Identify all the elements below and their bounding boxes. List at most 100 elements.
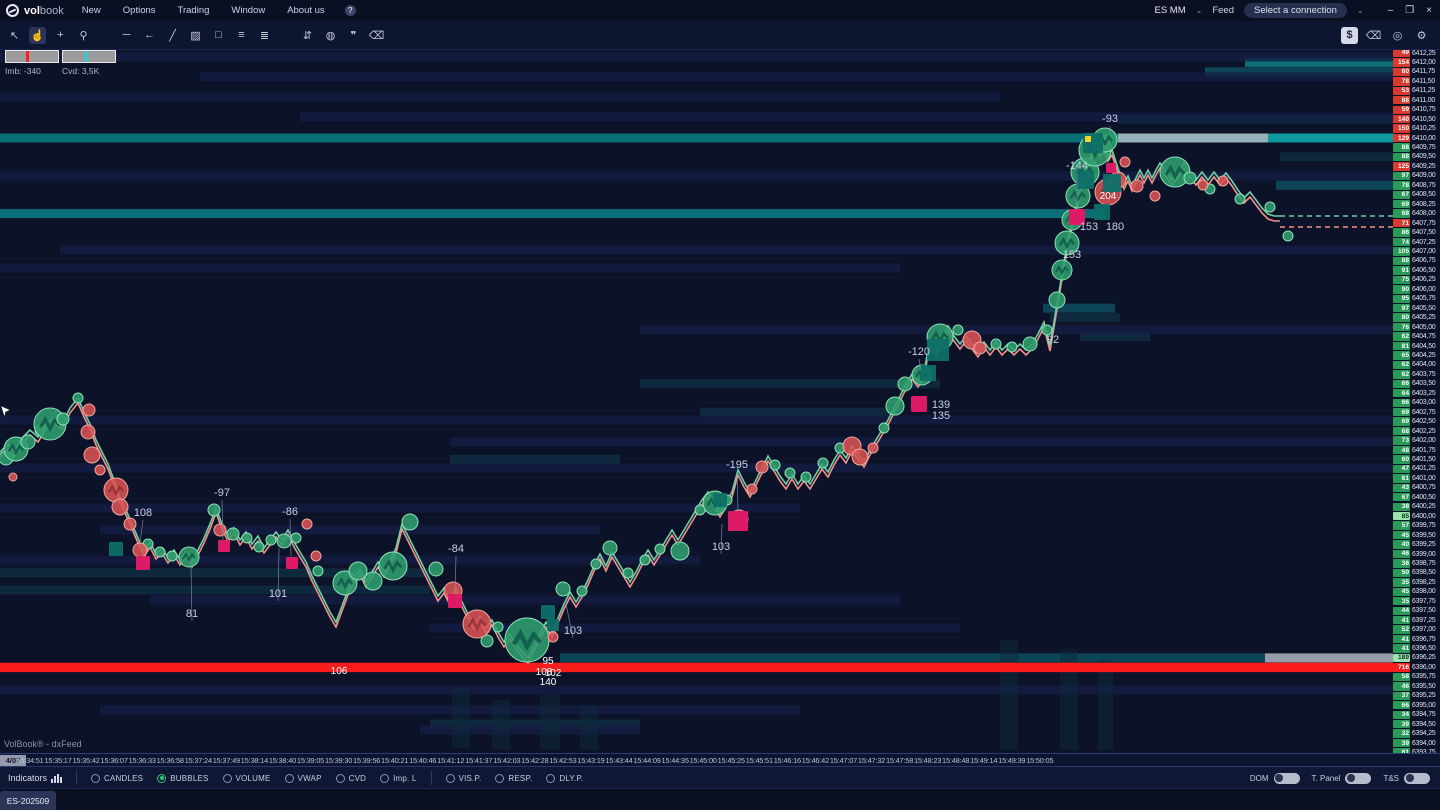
ladder-row-6403,50[interactable]: 66 6403,50 — [1393, 379, 1440, 389]
help-icon[interactable]: ? — [344, 5, 356, 16]
ladder-row-6403,75[interactable]: 62 6403,75 — [1393, 370, 1440, 379]
ladder-row-6404,25[interactable]: 65 6404,25 — [1393, 351, 1440, 360]
ladder-row-6396,75[interactable]: 41 6396,75 — [1393, 634, 1440, 644]
radio-imp-l[interactable]: Imp. L — [380, 773, 416, 783]
ladder-row-6405,25[interactable]: 80 6405,25 — [1393, 313, 1440, 322]
select-connection-button[interactable]: Select a connection — [1244, 3, 1347, 18]
ladder-row-6400,00[interactable]: 85 6400,00 — [1393, 511, 1440, 521]
ladder-row-6401,75[interactable]: 48 6401,75 — [1393, 445, 1440, 455]
ladder-row-6407,75[interactable]: 71 6407,75 — [1393, 218, 1440, 228]
connection-chevron-icon[interactable]: ⌄ — [1356, 6, 1364, 15]
ladder-row-6409,25[interactable]: 125 6409,25 — [1393, 162, 1440, 171]
droplet-tool-icon[interactable]: ◍ — [325, 29, 336, 42]
ladder-row-6406,75[interactable]: 88 6406,75 — [1393, 256, 1440, 266]
ladder-row-6409,00[interactable]: 97 6409,00 — [1393, 171, 1440, 181]
radio-cvd[interactable]: CVD — [335, 773, 367, 783]
ladder-row-6408,25[interactable]: 69 6408,25 — [1393, 200, 1440, 209]
radio-bubbles[interactable]: BUBBLES — [157, 773, 208, 783]
ladder-row-6398,00[interactable]: 45 6398,00 — [1393, 587, 1440, 596]
ladder-row-6394,00[interactable]: 39 6394,00 — [1393, 738, 1440, 748]
toggle-switch[interactable] — [1404, 772, 1430, 784]
radio-dly-p-[interactable]: DLY.P. — [546, 773, 583, 783]
ruler-tool-icon[interactable]: ▨ — [190, 29, 201, 42]
note-bubble-tool-icon[interactable]: ❞ — [350, 29, 357, 42]
ladder-row-6398,50[interactable]: 50 6398,50 — [1393, 568, 1440, 578]
ladder-row-6397,75[interactable]: 35 6397,75 — [1393, 597, 1440, 606]
trend-line-tool-icon[interactable]: ╱ — [169, 29, 176, 42]
cursor-tool-icon[interactable]: ↖ — [9, 29, 20, 42]
ladder-row-6405,75[interactable]: 95 6405,75 — [1393, 294, 1440, 303]
ladder-row-6401,50[interactable]: 60 6401,50 — [1393, 455, 1440, 464]
chart-canvas[interactable]: 108 -97 -86 81 101 -84 -195 103 103 -120 139 135 92 1… — [0, 49, 1393, 753]
time-axis[interactable]: 4/07 15:34:51 15:35:17 15:35:42 15:36:07 15:… — [0, 753, 1440, 767]
ladder-row-6407,50[interactable]: 86 6407,50 — [1393, 228, 1440, 237]
ladder-row-6401,25[interactable]: 47 6401,25 — [1393, 464, 1440, 474]
target-circle-icon[interactable]: ◎ — [1392, 29, 1403, 42]
ladder-row-6412,25[interactable]: 49 6412,25 — [1393, 49, 1440, 58]
radio-vwap[interactable]: VWAP — [284, 773, 322, 783]
ladder-row-6400,50[interactable]: 67 6400,50 — [1393, 493, 1440, 502]
toggle-dom[interactable]: DOM — [1250, 772, 1300, 784]
settings-sliders-icon[interactable]: ⇵ — [302, 29, 313, 42]
ladder-row-6411,25[interactable]: 53 6411,25 — [1393, 86, 1440, 95]
ladder-row-6406,50[interactable]: 91 6406,50 — [1393, 266, 1440, 275]
rectangle-tool-icon[interactable]: □ — [215, 29, 222, 41]
price-ladder[interactable]: 716412,50496412,251546412,00606411,75786… — [1393, 49, 1440, 753]
ladder-row-6411,00[interactable]: 88 6411,00 — [1393, 96, 1440, 105]
ladder-row-6410,25[interactable]: 150 6410,25 — [1393, 124, 1440, 133]
ladder-row-6402,50[interactable]: 69 6402,50 — [1393, 417, 1440, 426]
restore-button[interactable]: ❐ — [1405, 5, 1415, 16]
ladder-row-6402,25[interactable]: 68 6402,25 — [1393, 426, 1440, 436]
ladder-row-6395,00[interactable]: 66 6395,00 — [1393, 701, 1440, 710]
ladder-row-6397,50[interactable]: 44 6397,50 — [1393, 606, 1440, 615]
ladder-row-6396,25[interactable]: 189 6396,25 — [1393, 653, 1440, 663]
close-button[interactable]: × — [1426, 5, 1432, 16]
radio-resp-[interactable]: RESP. — [495, 773, 532, 783]
menu-item-new[interactable]: New — [81, 5, 101, 16]
toggle-t-s[interactable]: T&S — [1383, 772, 1430, 784]
ladder-row-6409,50[interactable]: 88 6409,50 — [1393, 152, 1440, 162]
menu-item-options[interactable]: Options — [122, 5, 156, 16]
ladder-row-6402,75[interactable]: 69 6402,75 — [1393, 407, 1440, 417]
ladder-row-6394,75[interactable]: 34 6394,75 — [1393, 710, 1440, 719]
ladder-row-6405,50[interactable]: 97 6405,50 — [1393, 304, 1440, 313]
ladder-row-6399,25[interactable]: 40 6399,25 — [1393, 540, 1440, 549]
menu-item-window[interactable]: Window — [231, 5, 266, 16]
ladder-row-6400,25[interactable]: 38 6400,25 — [1393, 502, 1440, 511]
tab-es-202509[interactable]: ES-202509 — [0, 791, 56, 810]
ladder-row-6401,00[interactable]: 61 6401,00 — [1393, 474, 1440, 483]
radio-vis-p-[interactable]: VIS.P. — [445, 773, 482, 783]
gear-icon[interactable]: ⚙ — [1416, 29, 1427, 42]
ladder-row-6412,00[interactable]: 154 6412,00 — [1393, 58, 1440, 67]
ladder-row-6399,00[interactable]: 46 6399,00 — [1393, 549, 1440, 559]
clear-drawings-icon[interactable]: ⌫ — [1365, 29, 1382, 42]
ladder-row-6397,00[interactable]: 52 6397,00 — [1393, 625, 1440, 634]
ladder-row-6396,00[interactable]: 716 6396,00 — [1393, 663, 1440, 672]
ladder-row-6406,25[interactable]: 75 6406,25 — [1393, 275, 1440, 285]
ladder-row-6407,00[interactable]: 105 6407,00 — [1393, 247, 1440, 256]
ladder-row-6397,25[interactable]: 41 6397,25 — [1393, 615, 1440, 625]
ladder-row-6410,50[interactable]: 140 6410,50 — [1393, 114, 1440, 124]
ladder-row-6395,75[interactable]: 58 6395,75 — [1393, 672, 1440, 682]
ladder-row-6410,75[interactable]: 59 6410,75 — [1393, 105, 1440, 114]
ladder-row-6394,50[interactable]: 39 6394,50 — [1393, 719, 1440, 729]
ladder-row-6410,00[interactable]: 129 6410,00 — [1393, 133, 1440, 143]
ray-tool-icon[interactable]: ← — [144, 29, 155, 41]
menu-item-trading[interactable]: Trading — [177, 5, 210, 16]
pan-hand-tool-icon[interactable]: ☝ — [29, 26, 46, 44]
ladder-row-6404,00[interactable]: 62 6404,00 — [1393, 360, 1440, 370]
radio-candles[interactable]: CANDLES — [91, 773, 143, 783]
ladder-row-6405,00[interactable]: 76 6405,00 — [1393, 322, 1440, 332]
horizontal-line-tool-icon[interactable]: ─ — [122, 29, 131, 41]
lines-tool-icon[interactable]: ≡ — [238, 29, 245, 41]
toggle-t-panel[interactable]: T. Panel — [1312, 772, 1372, 784]
radio-volume[interactable]: VOLUME — [222, 773, 271, 783]
toggle-switch[interactable] — [1345, 772, 1372, 784]
chevron-down-icon[interactable]: ⌄ — [1195, 6, 1203, 15]
ladder-row-6411,50[interactable]: 78 6411,50 — [1393, 77, 1440, 86]
ladder-row-6406,00[interactable]: 90 6406,00 — [1393, 285, 1440, 294]
ladder-row-6408,50[interactable]: 67 6408,50 — [1393, 190, 1440, 199]
dollar-trading-icon[interactable]: $ — [1341, 26, 1358, 44]
zoom-tool-icon[interactable]: ⚲ — [79, 29, 88, 42]
eraser-tool-icon[interactable]: ⌫ — [368, 29, 385, 42]
